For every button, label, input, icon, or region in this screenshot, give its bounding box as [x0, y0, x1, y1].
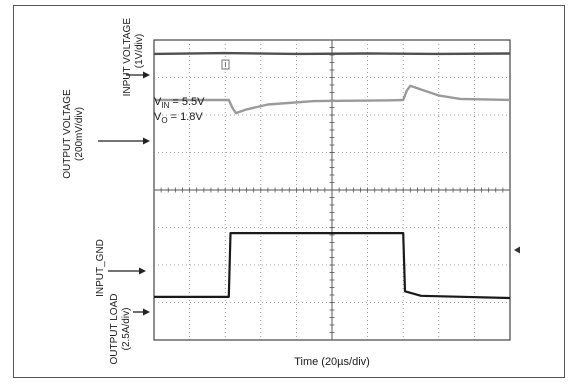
output-load-scale: (2.5A/div) — [121, 308, 132, 351]
arrow-input-gnd — [108, 267, 146, 275]
trace-output-load — [154, 232, 511, 300]
right-level-marker — [514, 246, 520, 254]
plot-grid — [153, 39, 511, 341]
oscilloscope-plot: INPUT VOLTAGE (1V/div) OUTPUT VOLTAGE (2… — [62, 18, 520, 368]
vo-annotation: VO = 1.8V — [154, 111, 203, 125]
input-voltage-scale: (1V/div) — [134, 34, 145, 68]
trace-output-voltage — [154, 84, 511, 115]
trace-input-voltage — [153, 51, 511, 56]
arrow-input-voltage — [126, 71, 150, 79]
arrow-output-load — [133, 308, 150, 316]
vin-annotation: VIN = 5.5V — [154, 96, 205, 110]
input-gnd-label: INPUT_GND — [95, 239, 106, 297]
output-voltage-label: OUTPUT VOLTAGE — [62, 89, 73, 179]
output-voltage-scale: (200mV/div) — [74, 107, 85, 161]
chart-frame: INPUT VOLTAGE (1V/div) OUTPUT VOLTAGE (2… — [13, 5, 565, 378]
output-load-label: OUTPUT LOAD — [109, 294, 120, 365]
trigger-marker — [221, 59, 230, 70]
arrow-output-voltage — [98, 137, 150, 145]
x-axis-label: Time (20µs/div) — [294, 356, 370, 368]
input-voltage-label: INPUT VOLTAGE — [122, 18, 133, 97]
plot-traces — [153, 51, 511, 300]
